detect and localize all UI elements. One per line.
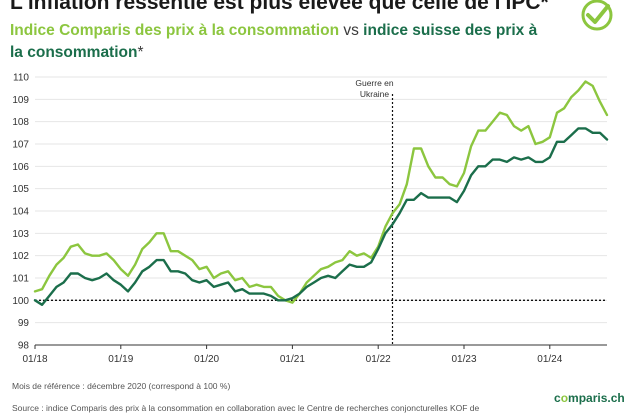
comparis-logo: comparis.ch: [554, 391, 625, 405]
reference-note: Mois de référence : décembre 2020 (corre…: [12, 381, 231, 391]
y-tick-label: 99: [18, 318, 30, 329]
y-tick-label: 100: [12, 296, 29, 307]
logo-part-o: o: [560, 391, 569, 405]
chart-title: L'inflation ressentie est plus élevée qu…: [10, 0, 549, 14]
source-note: Source : indice Comparis des prix à la c…: [12, 403, 480, 413]
y-tick-label: 107: [12, 140, 29, 151]
x-tick-label: 01/20: [194, 354, 219, 364]
logo-part-b: mparis.ch: [568, 391, 625, 405]
subtitle-swiss-index: indice suisse des prix à la consommation: [10, 22, 538, 61]
annotation-label: Guerre en: [355, 78, 394, 88]
subtitle-comparis-index: Indice Comparis des prix à la consommati…: [10, 22, 340, 39]
y-tick-label: 103: [12, 229, 29, 240]
subtitle-versus: vs: [339, 22, 364, 39]
line-chart: 98 99 100 101 102 103 104 105 106 107 108 109 110 01/…: [12, 73, 609, 364]
y-tick-label: 108: [12, 117, 29, 128]
x-tick-label: 01/21: [280, 354, 305, 364]
x-tick-label: 01/19: [108, 354, 133, 364]
y-tick-label: 104: [12, 207, 29, 218]
y-tick-label: 98: [18, 341, 30, 352]
x-tick-label: 01/24: [537, 354, 562, 364]
y-tick-label: 110: [13, 73, 29, 84]
subtitle-asterisk: *: [137, 44, 144, 61]
y-tick-label: 101: [12, 274, 29, 285]
annotation-label: Ukraine: [360, 89, 390, 99]
check-circle-icon: [581, 0, 613, 31]
y-tick-label: 106: [12, 162, 29, 173]
logo-part-a: c: [554, 391, 561, 405]
chart-subtitle: Indice Comparis des prix à la consommati…: [10, 20, 550, 64]
y-tick-label: 102: [12, 251, 29, 262]
y-tick-label: 105: [12, 184, 29, 195]
x-tick-label: 01/22: [366, 354, 391, 364]
y-tick-label: 109: [12, 95, 29, 106]
series-line-1: [33, 80, 609, 304]
series-line-2: [33, 127, 609, 306]
x-tick-label: 01/18: [22, 354, 47, 364]
x-tick-label: 01/23: [451, 354, 476, 364]
